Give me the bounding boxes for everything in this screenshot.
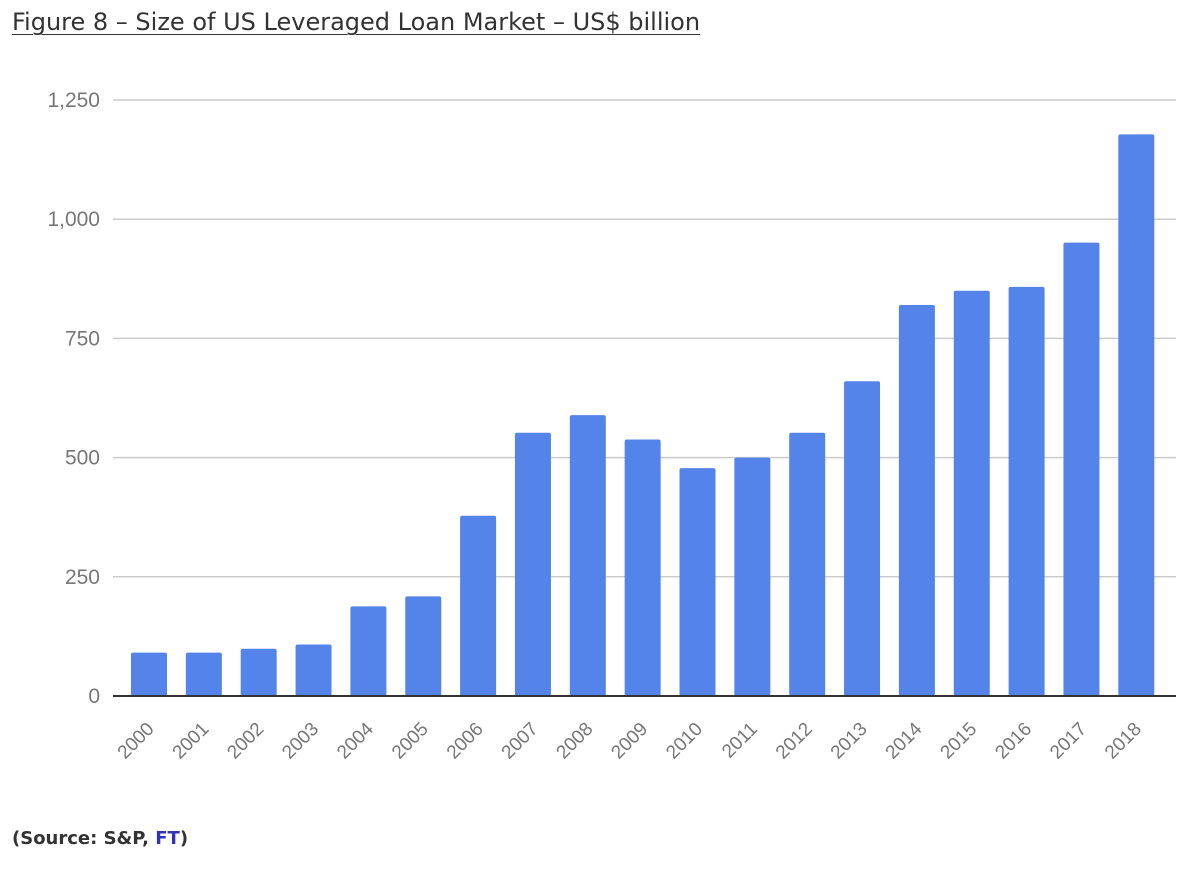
- bar-2016: [1008, 286, 1045, 696]
- source-suffix: ): [179, 828, 189, 849]
- x-tick-label: 2016: [991, 719, 1036, 764]
- x-tick-label: 2014: [882, 718, 927, 763]
- bar-2012: [789, 432, 826, 696]
- bar-2015: [953, 290, 990, 696]
- bar-2004: [350, 606, 387, 696]
- x-tick-label: 2011: [718, 719, 762, 763]
- x-tick-label: 2001: [169, 719, 214, 764]
- bars: [131, 134, 1155, 697]
- bar-2003: [295, 644, 332, 696]
- y-tick-label: 1,000: [47, 208, 100, 231]
- bar-2013: [844, 381, 881, 696]
- x-tick-label: 2010: [662, 719, 707, 764]
- bar-2014: [898, 305, 935, 696]
- bar-2011: [734, 457, 771, 696]
- x-tick-label: 2009: [607, 719, 652, 764]
- bar-2006: [460, 515, 497, 696]
- x-tick-label: 2017: [1046, 719, 1091, 764]
- y-tick-label: 750: [65, 327, 100, 350]
- bar-2017: [1063, 242, 1100, 696]
- bar-2018: [1118, 134, 1155, 697]
- source-prefix: (Source: S&P,: [12, 828, 156, 849]
- x-tick-label: 2018: [1101, 719, 1146, 764]
- y-tick-label: 0: [88, 685, 100, 708]
- x-tick-label: 2007: [498, 719, 543, 764]
- x-tick-label: 2008: [553, 719, 598, 764]
- bar-2007: [514, 432, 551, 696]
- x-tick-label: 2006: [443, 719, 488, 764]
- x-tick-labels: 2000 2001 2002 2003 2004 2005 2006 2007 2008 2009…: [114, 718, 1146, 763]
- source-note: (Source: S&P, FT): [12, 828, 188, 849]
- y-tick-label: 250: [65, 566, 100, 589]
- y-tick-labels: 0 250 500 750 1,000 1,250: [47, 89, 100, 708]
- source-link-ft[interactable]: FT: [155, 828, 180, 849]
- x-tick-label: 2004: [333, 718, 378, 763]
- bar-2000: [131, 652, 167, 696]
- x-tick-label: 2005: [388, 719, 433, 764]
- x-tick-label: 2000: [114, 719, 159, 764]
- bar-2010: [679, 468, 716, 696]
- x-tick-label: 2012: [772, 719, 817, 764]
- y-tick-label: 1,250: [47, 89, 100, 112]
- y-tick-label: 500: [65, 447, 100, 470]
- bar-2009: [624, 439, 661, 696]
- chart-title: Figure 8 – Size of US Leveraged Loan Mar…: [12, 8, 701, 36]
- bar-2008: [569, 415, 606, 696]
- bar-2005: [405, 596, 442, 696]
- bar-2001: [185, 652, 222, 696]
- x-tick-label: 2003: [278, 719, 323, 764]
- x-tick-label: 2015: [937, 719, 982, 764]
- x-tick-label: 2002: [223, 719, 268, 764]
- x-tick-label: 2013: [827, 719, 872, 764]
- bar-2002: [240, 648, 277, 696]
